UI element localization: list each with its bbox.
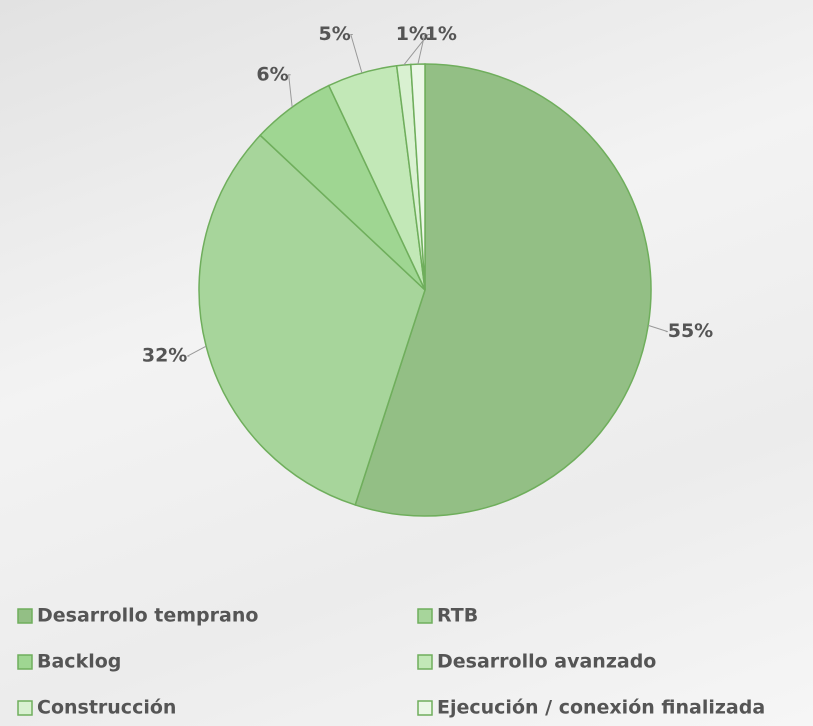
data-label: 1% — [396, 23, 428, 45]
legend-label: Desarrollo avanzado — [437, 651, 656, 673]
legend-swatch — [17, 700, 33, 716]
pie-slice — [410, 63, 426, 291]
legend-swatch — [17, 654, 33, 670]
pie-slice — [198, 134, 426, 506]
leader-line — [403, 34, 430, 66]
leader-line — [350, 34, 363, 74]
leader-line — [648, 324, 668, 333]
legend-label: Construcción — [37, 697, 176, 719]
legend-label: Ejecución / conexión finalizada — [437, 697, 765, 719]
leader-line — [187, 345, 207, 357]
legend-swatch — [417, 654, 433, 670]
data-label: 1% — [425, 23, 457, 45]
legend-label: Backlog — [37, 651, 121, 673]
data-label: 32% — [142, 345, 187, 367]
pie-slice — [354, 63, 652, 517]
data-label: 55% — [668, 320, 713, 342]
legend-swatch — [417, 608, 433, 624]
legend-label: Desarrollo temprano — [37, 605, 258, 627]
legend-swatch — [417, 700, 433, 716]
leader-line — [288, 74, 293, 108]
legend-label: RTB — [437, 605, 478, 627]
leader-line — [417, 34, 426, 65]
data-label: 6% — [256, 63, 288, 85]
data-label: 5% — [319, 23, 351, 45]
legend-swatch — [17, 608, 33, 624]
